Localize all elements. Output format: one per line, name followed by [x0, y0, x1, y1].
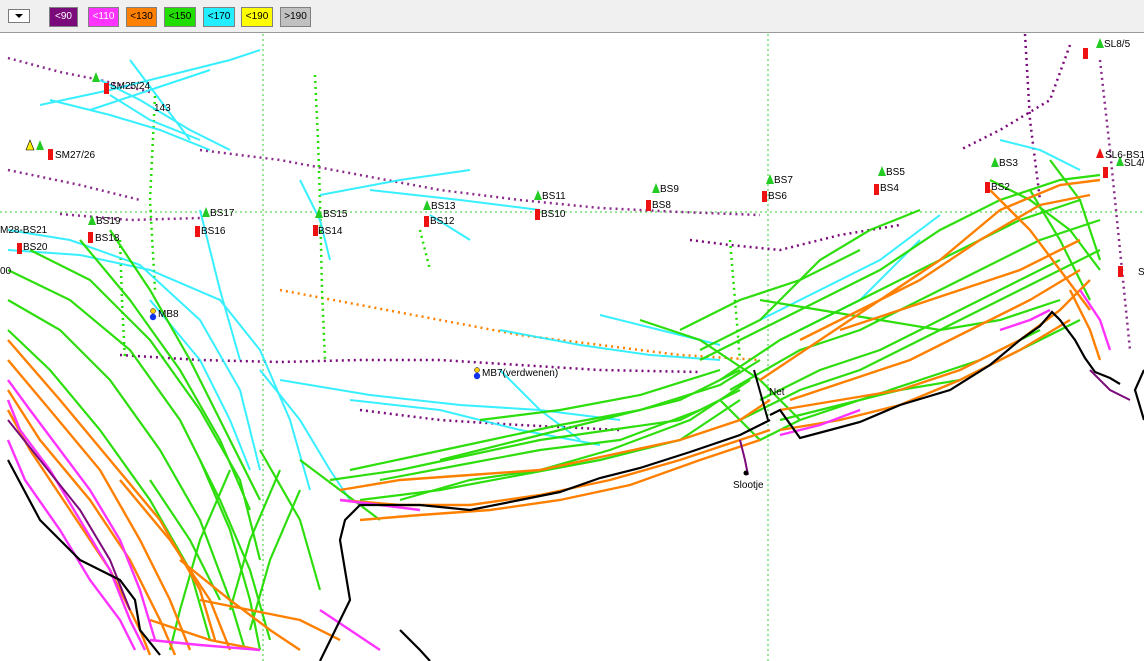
dotted-tracks	[7, 34, 1132, 432]
label-bs4: BS4	[880, 183, 899, 194]
label-bs5: BS5	[886, 167, 905, 178]
legend-chip-lt110: <110	[88, 7, 119, 27]
label-bs3: BS3	[999, 158, 1018, 169]
label-bs12: BS12	[430, 216, 455, 227]
map-canvas[interactable]: SM25/24 143 SM27/26 SL8/5 SL6-BS1 SL4/ B…	[0, 34, 1144, 661]
label-bs9: BS9	[660, 184, 679, 195]
legend-chip-lt170: <170	[203, 7, 235, 27]
label-bs11: BS11	[542, 191, 566, 202]
grid-lines	[0, 34, 1144, 661]
label-sm27-26: SM27/26	[55, 150, 95, 161]
label-slootje: Slootje	[733, 480, 764, 491]
label-bs14: BS14	[318, 226, 343, 237]
legend-chip-gt190: >190	[280, 7, 311, 27]
label-bs18: BS18	[95, 233, 120, 244]
net-line	[753, 369, 769, 421]
label-sm25-24: SM25/24	[110, 81, 150, 92]
magenta-tracks	[6, 289, 1112, 652]
label-bs7: BS7	[774, 175, 793, 186]
label-bs17: BS17	[210, 208, 235, 219]
map-markers	[17, 38, 1124, 476]
label-bs15: BS15	[323, 209, 348, 220]
label-sl8-5: SL8/5	[1104, 39, 1131, 50]
label-mb7: MB7(verdwenen)	[482, 368, 558, 379]
label-bs20: BS20	[23, 242, 48, 253]
label-sl6-bs1: SL6-BS1	[1105, 150, 1144, 161]
label-00: 00	[0, 266, 12, 277]
label-143: 143	[154, 103, 171, 114]
green-tracks	[7, 159, 1102, 651]
label-m28-bs21: M28-BS21	[0, 225, 48, 236]
legend-chip-lt90: <90	[49, 7, 78, 27]
toolbar: <90 <110 <130 <150 <170 <190 >190	[0, 0, 1144, 33]
legend-chip-lt150: <150	[164, 7, 196, 27]
label-bs16: BS16	[201, 226, 226, 237]
label-sl4: SL4/	[1124, 158, 1144, 169]
orange-tracks	[6, 178, 1102, 656]
label-bs10: BS10	[541, 209, 566, 220]
purple-tracks	[7, 369, 1131, 611]
chevron-down-icon	[15, 14, 23, 18]
legend-chip-lt130: <130	[126, 7, 157, 27]
label-bs6: BS6	[768, 191, 787, 202]
label-mb8: MB8	[158, 309, 179, 320]
dropdown-button[interactable]	[8, 9, 30, 23]
label-bs13: BS13	[431, 201, 456, 212]
label-s: S	[1138, 267, 1144, 278]
label-net: Net	[769, 387, 785, 398]
coastline	[7, 310, 1144, 661]
label-bs2: BS2	[991, 182, 1010, 193]
legend-chip-lt190: <190	[241, 7, 273, 27]
label-bs19: BS19	[96, 216, 121, 227]
label-bs8: BS8	[652, 200, 671, 211]
